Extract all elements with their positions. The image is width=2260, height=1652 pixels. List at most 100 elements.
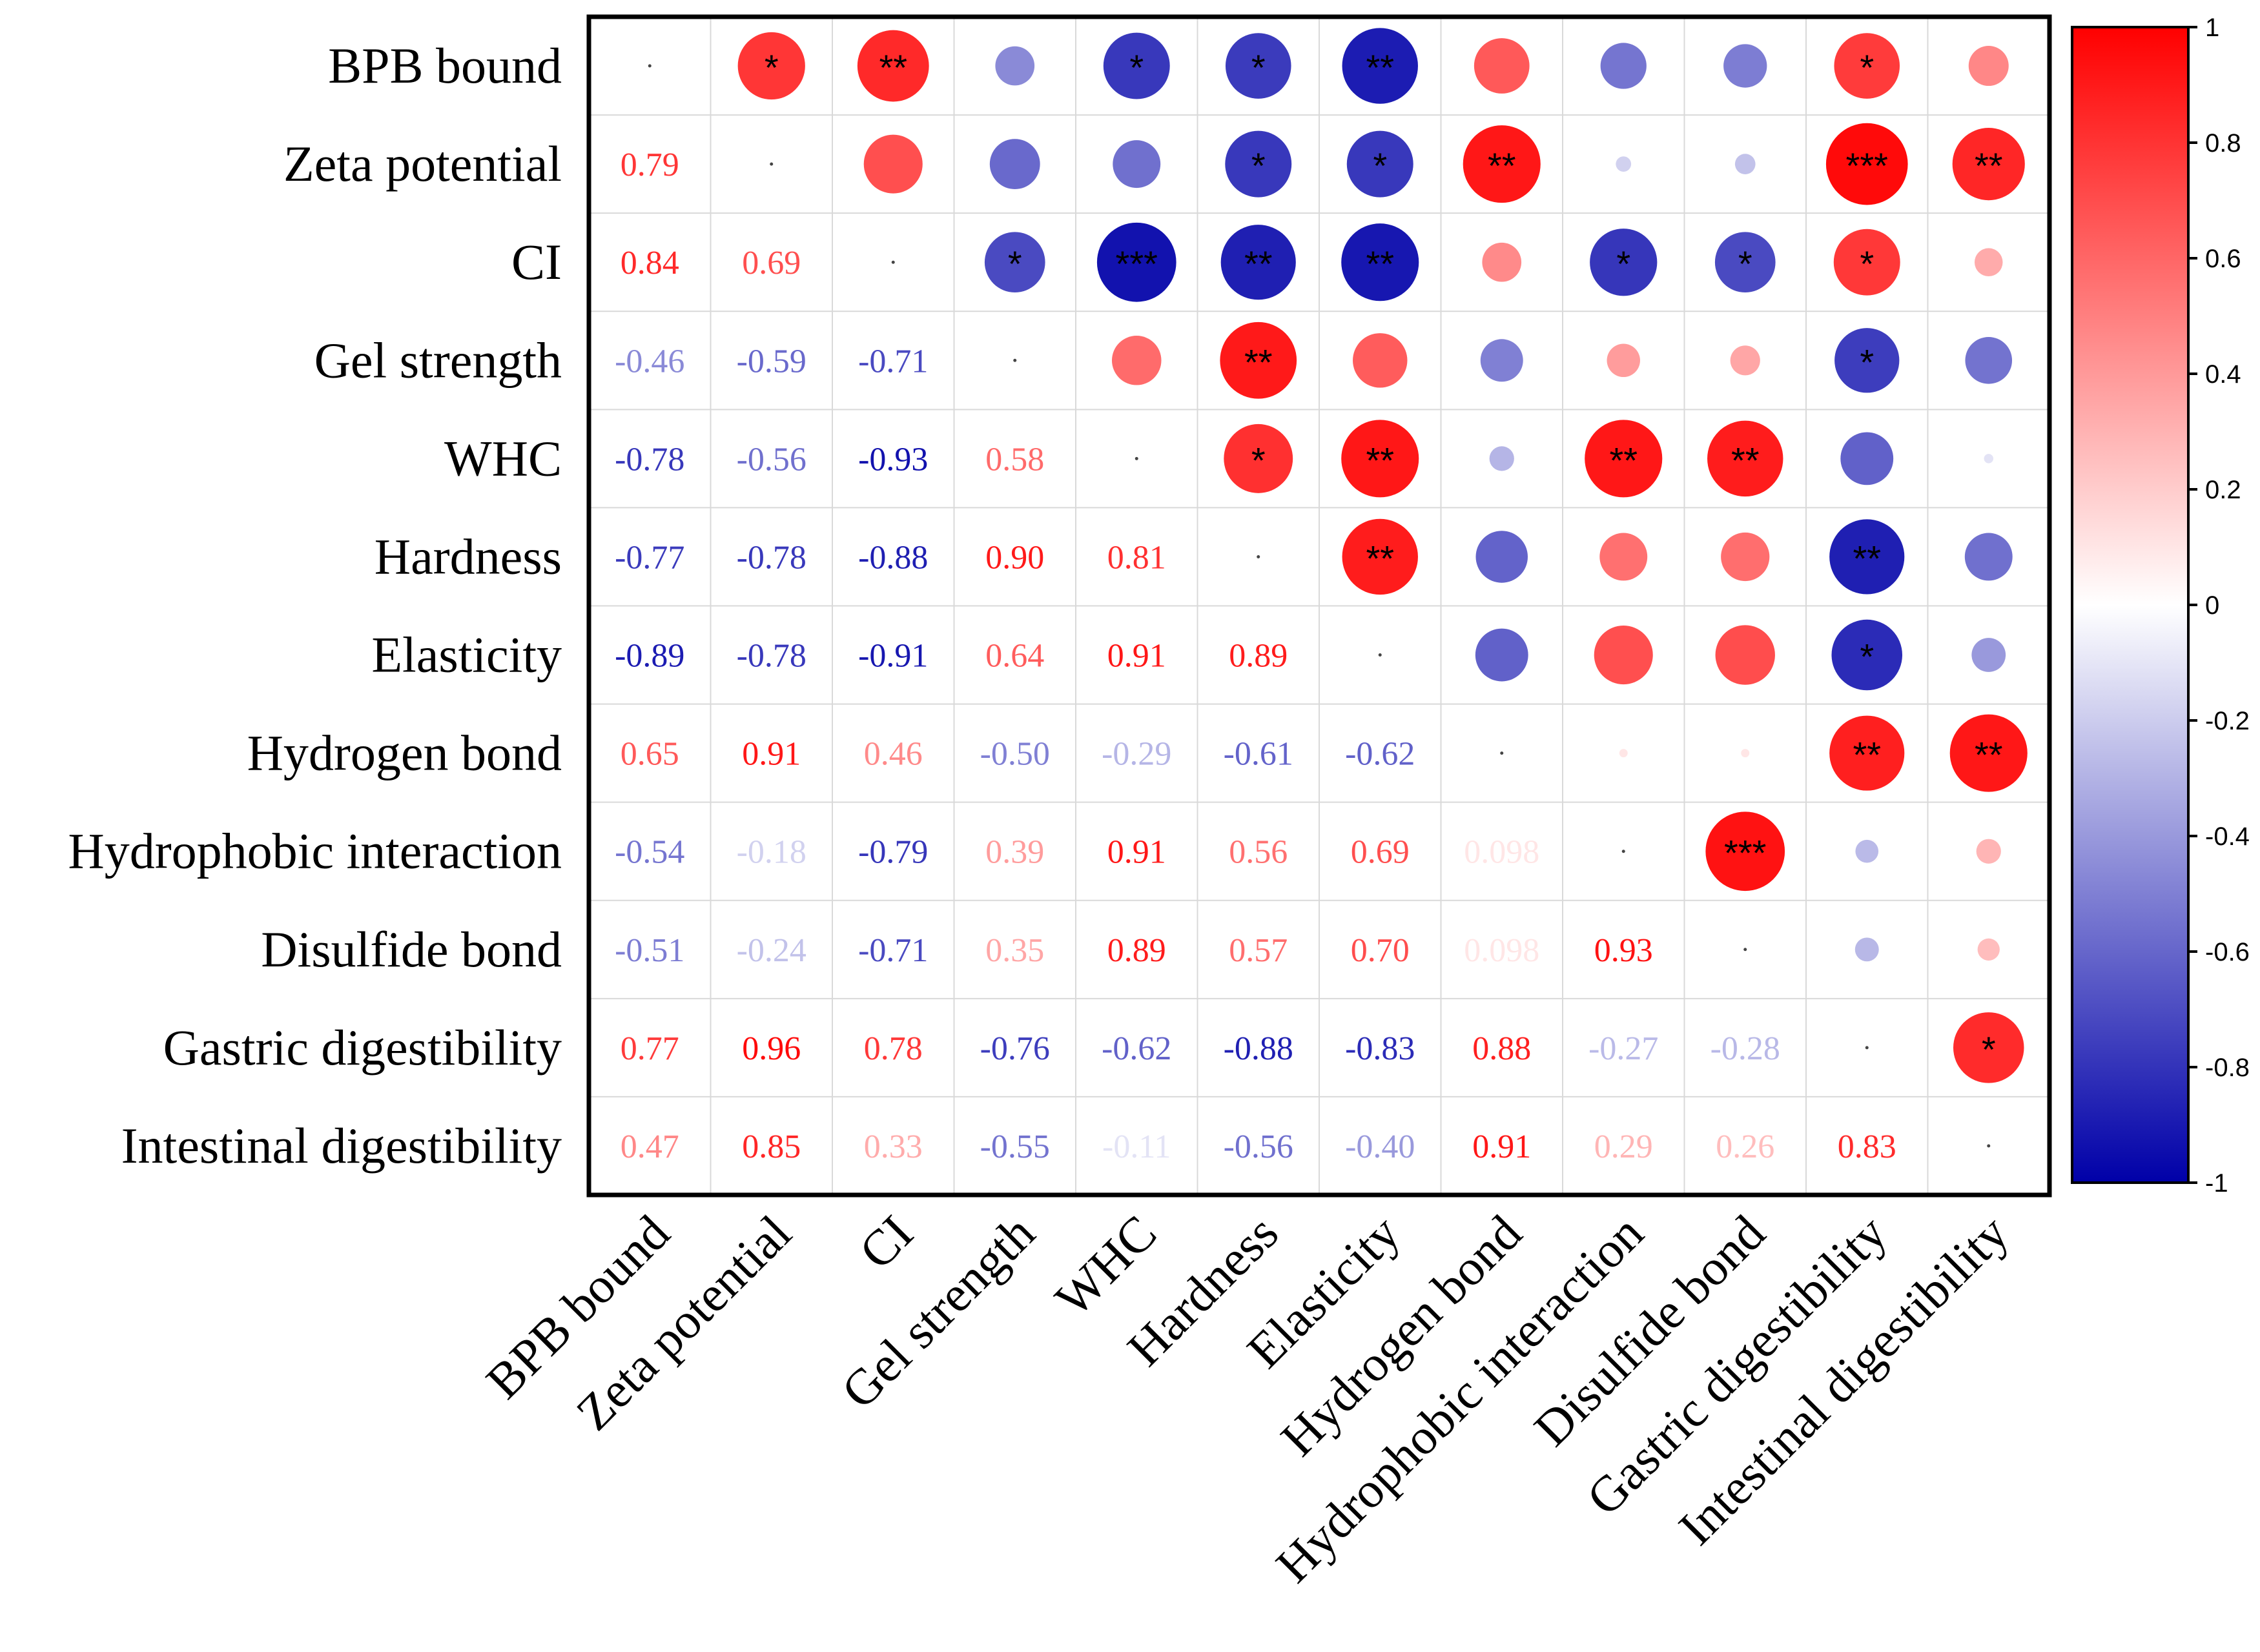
corr-circle <box>1715 625 1775 685</box>
row-label: Elasticity <box>371 627 562 683</box>
colorbar-tick-label: 0.4 <box>2205 360 2241 389</box>
corr-value: 0.70 <box>1351 932 1410 969</box>
corr-value: -0.29 <box>1102 736 1171 773</box>
significance-mark: *** <box>1116 243 1158 284</box>
significance-mark: * <box>1860 47 1874 88</box>
corr-circle <box>1474 38 1530 94</box>
corr-value: -0.50 <box>980 736 1050 773</box>
corr-circle <box>1599 533 1648 581</box>
corr-value: -0.51 <box>615 932 684 969</box>
corr-circle <box>984 232 1045 293</box>
significance-mark: ** <box>1975 145 2003 186</box>
corr-circle <box>1111 336 1162 385</box>
corr-value: -0.40 <box>1345 1128 1415 1165</box>
corr-circle <box>1831 619 1903 691</box>
corr-circle <box>1590 229 1658 296</box>
corr-circle <box>1964 533 2013 581</box>
significance-mark: ** <box>1244 243 1273 284</box>
corr-circle <box>1585 420 1663 498</box>
corr-value: 0.88 <box>1472 1030 1531 1067</box>
corr-value: 0.81 <box>1107 539 1166 576</box>
significance-mark: * <box>1251 145 1266 186</box>
corr-value: -0.61 <box>1224 736 1293 773</box>
significance-mark: * <box>1373 145 1387 186</box>
corr-value: 0.47 <box>621 1128 679 1165</box>
corr-value: -0.71 <box>858 343 928 380</box>
corr-value: -0.71 <box>858 932 928 969</box>
corr-circle <box>1600 43 1647 89</box>
corr-circle <box>1965 337 2013 384</box>
diagonal-dot <box>1865 1046 1869 1050</box>
diagonal-dot <box>1621 850 1625 853</box>
row-label: Hydrogen bond <box>247 725 562 781</box>
corr-circle <box>1723 44 1767 88</box>
corr-circle <box>857 30 929 102</box>
corr-circle <box>1103 32 1170 99</box>
corr-circle <box>1714 232 1776 293</box>
corr-circle <box>1619 749 1628 758</box>
significance-mark: ** <box>1975 735 2003 775</box>
corr-circle <box>1616 156 1632 172</box>
significance-mark: *** <box>1724 833 1766 873</box>
corr-circle <box>1113 140 1161 189</box>
corr-value: 0.57 <box>1229 932 1288 969</box>
corr-value: 0.33 <box>864 1128 923 1165</box>
significance-mark: * <box>1251 440 1266 480</box>
significance-mark: * <box>1860 243 1874 284</box>
corr-value: 0.89 <box>1107 932 1166 969</box>
corr-circle <box>1855 839 1879 863</box>
diagonal-dot <box>1500 751 1504 755</box>
corr-circle <box>1734 154 1756 174</box>
row-label: Disulfide bond <box>261 921 562 977</box>
corr-circle <box>1225 33 1291 99</box>
diagonal-dot <box>1378 653 1382 657</box>
corr-circle <box>737 32 805 100</box>
corr-circle <box>1829 715 1905 791</box>
significance-mark: ** <box>1366 47 1394 88</box>
corr-value: 0.098 <box>1464 932 1539 969</box>
colorbar-tick-label: -0.6 <box>2205 938 2250 966</box>
significance-mark: * <box>1251 47 1266 88</box>
corr-value: 0.91 <box>1107 638 1166 675</box>
row-label: Intestinal digestibility <box>121 1117 562 1174</box>
corr-value: 0.96 <box>742 1030 801 1067</box>
significance-mark: ** <box>1366 440 1394 480</box>
corr-circle <box>1594 626 1653 685</box>
corr-value: -0.76 <box>980 1030 1050 1067</box>
corr-value: -0.78 <box>737 638 806 675</box>
corr-value: 0.26 <box>1716 1128 1774 1165</box>
corr-value: 0.56 <box>1229 834 1288 871</box>
corr-circle <box>1825 123 1908 205</box>
significance-mark: ** <box>1853 735 1881 775</box>
significance-mark: ** <box>1244 342 1273 382</box>
corr-value: -0.79 <box>858 834 928 871</box>
significance-mark: *** <box>1846 145 1888 186</box>
colorbar: 1 0.8 0.6 0.4 0.2 0 -0.2 -0.4 -0.6 -0.8 -1 <box>2071 14 2250 1198</box>
corr-value: 0.93 <box>1594 932 1653 969</box>
corr-circle <box>1346 130 1413 198</box>
corr-circle <box>1952 128 2025 201</box>
corr-value: -0.78 <box>737 539 806 576</box>
significance-mark: * <box>1008 243 1022 284</box>
corr-value: -0.28 <box>1710 1030 1780 1067</box>
colorbar-tick-label: 1 <box>2205 14 2219 42</box>
corr-value: -0.83 <box>1345 1030 1415 1067</box>
corr-value: -0.78 <box>615 441 684 478</box>
corr-value: 0.35 <box>985 932 1044 969</box>
significance-mark: * <box>1738 243 1752 284</box>
corr-circle <box>1489 446 1514 471</box>
corr-value: -0.11 <box>1102 1128 1171 1165</box>
corr-circle <box>1475 531 1528 583</box>
corr-circle <box>1705 811 1785 892</box>
corr-value: -0.46 <box>615 343 684 380</box>
matrix-cells: * ** * * ** *0.79 * * ** *** **0.84 0.69 * *** ** ** * * *… <box>615 28 2028 1165</box>
corr-value: 0.69 <box>742 245 801 281</box>
corr-circle <box>1730 345 1760 376</box>
corr-circle <box>1224 423 1293 493</box>
colorbar-tick-label: -0.4 <box>2205 822 2250 851</box>
significance-mark: * <box>1616 243 1630 284</box>
row-label: Gel strength <box>314 332 562 388</box>
corr-circle <box>995 46 1035 86</box>
corr-value: 0.90 <box>985 539 1044 576</box>
